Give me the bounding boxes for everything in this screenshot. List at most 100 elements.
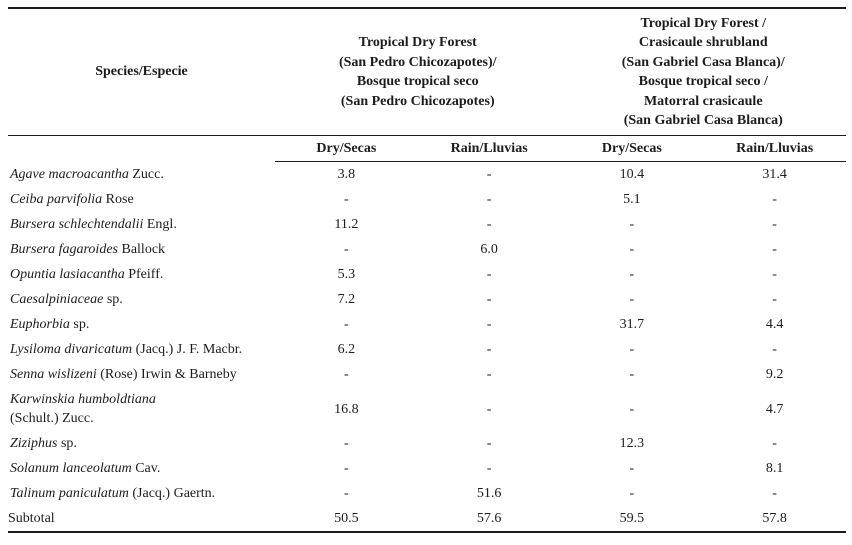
species-scientific-name: Senna wislizeni [10,367,97,382]
species-scientific-name: Euphorbia [10,317,70,332]
value-cell: - [486,217,492,232]
table-row: Talinum paniculatum (Jacq.) Gaertn. - 51… [8,481,846,506]
value-cell: - [629,401,635,417]
species-column-header: Species/Especie [8,8,275,136]
species-name-cell: Senna wislizeni (Rose) Irwin & Barneby [8,362,275,387]
value-cell: 4.4 [765,317,784,332]
value-cell: 4.7 [765,401,784,417]
value-cell: - [486,436,492,451]
table-row: Ceiba parvifolia Rose - - 5.1 - [8,187,846,212]
species-authority: Zucc. [128,166,164,182]
value-cell: - [486,401,492,417]
species-authority: sp. [57,436,77,451]
value-cell: - [344,242,349,257]
species-authority: Cav. [131,461,161,476]
table-row: Bursera schlechtendalii Engl. 11.2 - - - [8,212,846,237]
species-authority: (Jacq.) Gaertn. [128,486,216,501]
value-cell: - [486,167,492,182]
species-authority: Rose [102,192,134,207]
value-cell: - [486,317,492,332]
species-scientific-name: Caesalpiniaceae [10,292,104,307]
corner-blank-cell [8,136,275,162]
subtotal-value-cell: 57.8 [762,511,787,526]
subtotal-label: Subtotal [8,511,55,526]
species-scientific-name: Ziziphus [10,436,58,451]
value-cell: - [772,436,777,451]
value-cell: 51.6 [476,486,502,501]
value-cell: - [629,267,635,282]
value-cell: - [486,367,492,382]
value-cell: - [344,192,349,207]
value-cell: 5.1 [623,192,641,207]
species-scientific-name: Talinum paniculatum [10,486,129,501]
species-authority: Ballock [117,242,166,257]
species-name-cell: Bursera schlechtendalii Engl. [8,212,275,237]
species-authority: (Rose) Irwin & Barneby [96,367,237,382]
subtotal-value-cell: 57.6 [476,511,502,526]
species-scientific-name: Lysiloma divaricatum [10,342,133,357]
site-header-san-pedro: Tropical Dry Forest (San Pedro Chicozapot… [275,8,561,136]
value-cell: - [344,486,349,501]
table-row: Karwinskia humboldtiana (Schult.) Zucc. … [8,387,846,431]
value-cell: - [772,486,777,501]
value-cell: - [629,486,635,501]
table-row: Euphorbia sp. - - 31.7 4.4 [8,312,846,337]
season-header-dry-2: Dry/Secas [560,135,704,162]
value-cell: - [772,267,777,282]
species-authority: sp. [69,317,90,332]
subtotal-value-cell: 50.5 [334,511,359,526]
season-header-dry-1: Dry/Secas [275,135,418,162]
species-name-cell: Karwinskia humboldtiana (Schult.) Zucc. [8,387,275,431]
value-cell: 6.0 [480,242,498,257]
species-authority: sp. [103,292,123,307]
value-cell: 6.2 [337,342,356,357]
season-header-row: Dry/Secas Rain/Lluvias Dry/Secas Rain/Ll… [8,135,846,162]
table-row: Senna wislizeni (Rose) Irwin & Barneby -… [8,362,846,387]
value-cell: - [486,342,492,357]
value-cell: - [629,217,635,232]
species-authority: Engl. [143,217,177,232]
value-cell: - [772,292,777,307]
value-cell: - [772,342,777,357]
value-cell: - [344,367,349,382]
value-cell: - [772,217,777,232]
species-authority: Pfeiff. [124,267,164,282]
value-cell: - [486,461,492,476]
site-header-san-gabriel: Tropical Dry Forest / Crasicaule shrublan… [560,8,846,136]
value-cell: - [629,342,635,357]
species-name-cell: Lysiloma divaricatum (Jacq.) J. F. Macbr… [8,337,275,362]
value-cell: 31.7 [619,317,645,332]
species-scientific-name: Opuntia lasiacantha [10,267,125,282]
value-cell: 3.8 [337,167,356,182]
value-cell: - [344,317,349,332]
species-scientific-name: Solanum lanceolatum [10,461,132,476]
value-cell: - [772,192,777,207]
table-row: Bursera fagaroides Ballock - 6.0 - - [8,237,846,262]
species-scientific-name: Karwinskia humboldtiana [10,392,156,407]
value-cell: 31.4 [762,167,787,182]
species-name-cell: Caesalpiniaceae sp. [8,287,275,312]
value-cell: - [629,292,635,307]
value-cell: - [344,436,349,451]
species-scientific-name: Agave macroacantha [10,166,129,182]
species-name-cell: Ceiba parvifolia Rose [8,187,275,212]
value-cell: 11.2 [334,217,359,232]
table-row: Caesalpiniaceae sp. 7.2 - - - [8,287,846,312]
species-scientific-name: Bursera fagaroides [10,242,118,257]
species-authority: (Jacq.) J. F. Macbr. [132,342,243,357]
value-cell: 10.4 [619,167,645,182]
value-cell: - [629,461,635,476]
species-name-cell: Agave macroacantha Zucc. [8,162,275,188]
species-name-cell: Euphorbia sp. [8,312,275,337]
value-cell: 9.2 [765,367,784,382]
species-name-cell: Ziziphus sp. [8,431,275,456]
species-name-cell: Opuntia lasiacantha Pfeiff. [8,262,275,287]
table-row: Opuntia lasiacantha Pfeiff. 5.3 - - - [8,262,846,287]
species-scientific-name: Ceiba parvifolia [10,192,103,207]
value-cell: 12.3 [619,436,645,451]
table-row: Agave macroacantha Zucc. 3.8 - 10.4 31.4 [8,162,846,188]
value-cell: 16.8 [334,401,359,417]
value-cell: - [629,367,635,382]
value-cell: - [344,461,349,476]
species-name-cell: Bursera fagaroides Ballock [8,237,275,262]
